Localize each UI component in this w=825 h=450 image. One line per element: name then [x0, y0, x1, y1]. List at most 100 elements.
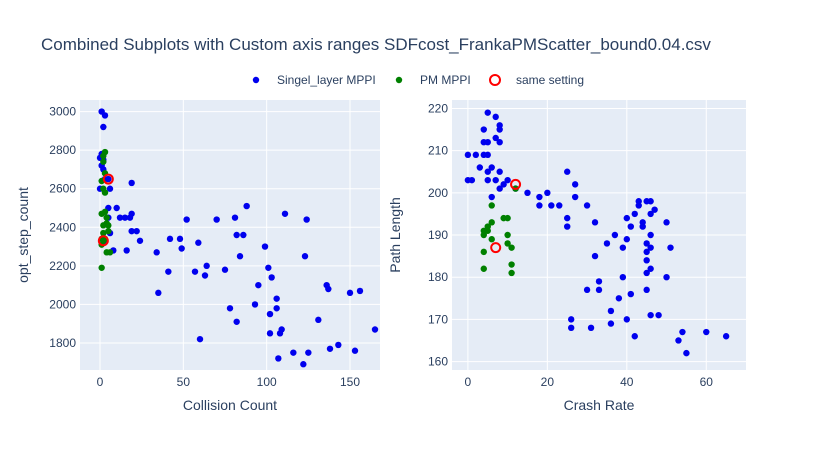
- legend[interactable]: Singel_layer MPPI PM MPPI same setting: [252, 73, 584, 87]
- data-point: [639, 223, 646, 230]
- y-tick-label: 170: [428, 312, 448, 326]
- data-point: [496, 126, 503, 133]
- data-point: [484, 168, 491, 175]
- data-point: [496, 185, 503, 192]
- data-point: [371, 326, 379, 333]
- data-point: [176, 235, 184, 243]
- legend-marker: [252, 76, 260, 84]
- data-point: [488, 193, 495, 201]
- data-point: [128, 227, 135, 235]
- data-point: [583, 202, 591, 209]
- data-point: [591, 252, 599, 260]
- legend-item[interactable]: Singel_layer MPPI: [252, 73, 376, 87]
- data-point: [191, 268, 199, 275]
- data-point: [623, 214, 631, 222]
- data-point: [325, 285, 332, 293]
- data-point: [508, 269, 515, 277]
- data-point: [619, 244, 627, 251]
- data-point: [548, 202, 555, 209]
- series-same-setting: [97, 173, 114, 247]
- x-tick-label: 60: [700, 375, 714, 389]
- data-point: [643, 286, 650, 294]
- data-point: [490, 242, 502, 254]
- data-point: [155, 289, 162, 297]
- data-point: [472, 151, 480, 159]
- data-point: [607, 320, 615, 327]
- x-tick-label: 100: [257, 375, 277, 389]
- data-point: [480, 248, 487, 256]
- data-point: [100, 222, 107, 229]
- data-point: [722, 333, 730, 340]
- data-point: [544, 189, 551, 197]
- data-point: [703, 328, 710, 336]
- data-point: [480, 231, 487, 239]
- data-point: [651, 206, 658, 213]
- data-point: [595, 286, 603, 294]
- data-point: [508, 261, 515, 268]
- data-point: [488, 164, 495, 171]
- data-point: [335, 341, 342, 349]
- data-point: [488, 219, 495, 226]
- data-point: [484, 151, 491, 159]
- x-tick-label: 50: [177, 375, 191, 389]
- series-pm-mppi: [480, 185, 519, 277]
- legend-marker: [395, 76, 403, 84]
- data-point: [663, 273, 670, 281]
- data-point: [301, 253, 309, 260]
- data-point: [106, 185, 114, 192]
- data-point: [101, 112, 109, 119]
- data-point: [266, 330, 274, 337]
- x-axis-title: Collision Count: [183, 397, 277, 413]
- y-tick-label: 2400: [49, 220, 76, 234]
- legend-label: PM MPPI: [420, 73, 471, 87]
- data-point: [231, 214, 239, 221]
- series-same-setting: [490, 178, 522, 254]
- data-point: [643, 257, 650, 264]
- y-tick-label: 180: [428, 270, 448, 284]
- data-point: [183, 216, 190, 223]
- data-point: [615, 295, 623, 302]
- data-point: [631, 333, 638, 340]
- series-singel-layer-mppi: [464, 109, 730, 357]
- data-point: [133, 227, 140, 235]
- data-point: [647, 231, 654, 239]
- data-point: [536, 193, 543, 201]
- subplot-2: 0 20 40 60 160 170 180 190 200 210 220 Crash Rate Pa…: [387, 100, 746, 413]
- data-point: [195, 239, 202, 246]
- data-point: [240, 231, 247, 239]
- data-point: [675, 337, 682, 344]
- data-point: [97, 235, 109, 247]
- data-point: [492, 113, 499, 121]
- legend-item[interactable]: PM MPPI: [395, 73, 471, 87]
- data-point: [524, 189, 531, 197]
- x-tick-label: 150: [340, 375, 360, 389]
- data-point: [564, 223, 571, 230]
- data-point: [243, 202, 250, 210]
- data-point: [643, 240, 650, 247]
- data-point: [266, 310, 274, 318]
- y-axis-title: opt_step_count: [15, 187, 31, 283]
- data-point: [468, 176, 476, 184]
- data-point: [603, 240, 611, 247]
- data-point: [100, 152, 107, 160]
- y-tick-label: 2000: [49, 297, 76, 311]
- x-tick-label: 40: [620, 375, 634, 389]
- x-tick-label: 20: [541, 375, 555, 389]
- data-point: [504, 240, 511, 247]
- y-tick-label: 200: [428, 186, 448, 200]
- data-point: [623, 316, 631, 323]
- data-point: [663, 219, 670, 226]
- x-axis-title: Crash Rate: [564, 397, 635, 413]
- data-point: [587, 324, 595, 332]
- legend-item[interactable]: same setting: [489, 73, 584, 87]
- data-point: [236, 253, 244, 260]
- data-point: [583, 286, 591, 294]
- data-point: [201, 272, 209, 279]
- data-point: [98, 264, 105, 271]
- data-point: [510, 178, 522, 190]
- data-point: [305, 349, 312, 356]
- data-point: [128, 179, 135, 187]
- data-point: [105, 222, 112, 229]
